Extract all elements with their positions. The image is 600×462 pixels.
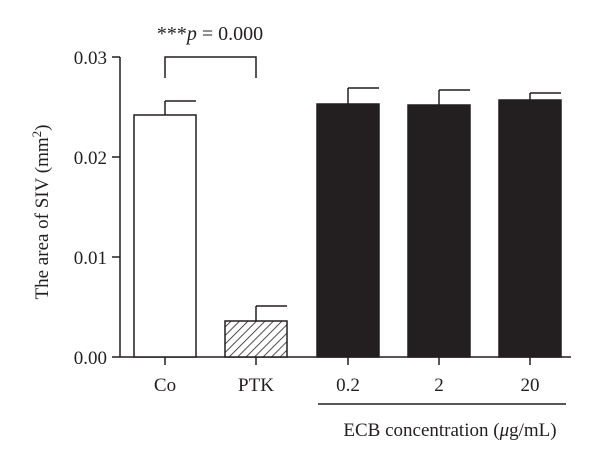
bar-Co	[133, 114, 197, 358]
y-ticks: 0.00 0.01 0.02 0.03	[74, 48, 120, 369]
y-tick-label: 0.01	[74, 248, 107, 269]
significance-bracket	[164, 56, 257, 78]
group-label: ECB concentration (μg/mL)	[343, 420, 556, 441]
y-tick-label: 0.00	[74, 348, 107, 369]
bar-20	[498, 99, 562, 358]
y-tick-label: 0.03	[74, 48, 107, 69]
y-tick-label: 0.02	[74, 148, 107, 169]
bars	[133, 87, 562, 358]
x-ticks: Co PTK 0.2 2 20	[154, 357, 540, 396]
x-tick-label-2: 2	[434, 375, 444, 396]
x-tick-label-20: 20	[521, 375, 540, 396]
x-tick-label-PTK: PTK	[238, 375, 274, 396]
bar-PTK	[224, 320, 288, 358]
x-tick-label-0.2: 0.2	[336, 375, 360, 396]
significance-label: ***p = 0.000	[157, 23, 263, 45]
y-axis-title: The area of SIV (mm2)	[29, 125, 54, 300]
bar-0.2	[316, 103, 380, 358]
bar-2	[407, 104, 471, 358]
x-tick-label-Co: Co	[154, 375, 176, 396]
